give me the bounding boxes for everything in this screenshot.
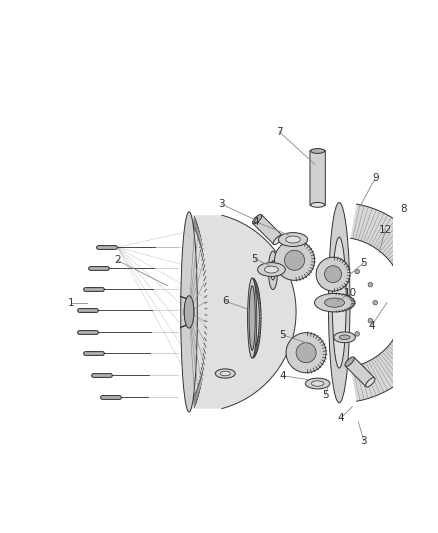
Ellipse shape [265, 266, 279, 273]
Text: 12: 12 [379, 224, 392, 235]
Ellipse shape [279, 232, 307, 246]
Ellipse shape [325, 265, 342, 282]
Ellipse shape [328, 203, 350, 403]
Ellipse shape [285, 251, 304, 270]
Ellipse shape [373, 301, 378, 305]
Ellipse shape [286, 236, 300, 243]
Ellipse shape [311, 203, 325, 207]
Ellipse shape [215, 369, 235, 378]
Ellipse shape [355, 332, 360, 336]
Ellipse shape [184, 296, 194, 328]
Ellipse shape [249, 286, 255, 350]
Ellipse shape [368, 318, 373, 323]
Ellipse shape [314, 294, 355, 312]
Ellipse shape [247, 278, 257, 358]
Text: 5: 5 [322, 390, 328, 400]
Polygon shape [190, 212, 296, 412]
Ellipse shape [419, 254, 429, 351]
Ellipse shape [258, 263, 285, 277]
Ellipse shape [316, 257, 350, 291]
Text: 2: 2 [114, 255, 121, 265]
Ellipse shape [355, 269, 360, 274]
Text: 4: 4 [337, 413, 344, 423]
Text: 3: 3 [360, 436, 367, 446]
Text: 4: 4 [368, 321, 375, 331]
Text: 8: 8 [401, 204, 407, 214]
Ellipse shape [268, 251, 278, 289]
Ellipse shape [220, 371, 230, 376]
Ellipse shape [296, 343, 316, 363]
Ellipse shape [311, 149, 325, 154]
Text: 3: 3 [218, 199, 225, 209]
Ellipse shape [435, 289, 438, 317]
Polygon shape [350, 204, 438, 401]
Ellipse shape [311, 381, 324, 386]
Ellipse shape [431, 281, 438, 324]
Ellipse shape [429, 214, 438, 391]
Ellipse shape [366, 377, 375, 387]
Ellipse shape [345, 357, 354, 366]
Ellipse shape [334, 332, 355, 343]
Text: 7: 7 [276, 127, 283, 137]
Text: 10: 10 [343, 288, 357, 298]
Text: 5: 5 [360, 257, 367, 268]
Ellipse shape [275, 240, 314, 280]
Ellipse shape [415, 228, 432, 378]
Text: 6: 6 [222, 296, 229, 306]
FancyBboxPatch shape [310, 150, 325, 206]
Text: 5: 5 [280, 330, 286, 340]
Ellipse shape [184, 298, 194, 326]
Ellipse shape [181, 212, 198, 412]
Polygon shape [253, 215, 283, 244]
Polygon shape [345, 357, 374, 386]
Ellipse shape [253, 214, 262, 224]
Ellipse shape [305, 378, 330, 389]
Ellipse shape [368, 282, 373, 287]
Text: 1: 1 [68, 297, 74, 308]
Text: 4: 4 [253, 217, 259, 227]
Text: 5: 5 [251, 254, 258, 264]
Ellipse shape [271, 261, 276, 280]
Ellipse shape [339, 335, 350, 340]
Ellipse shape [332, 237, 346, 368]
Ellipse shape [273, 235, 283, 245]
Ellipse shape [286, 333, 326, 373]
Text: 4: 4 [280, 371, 286, 381]
Ellipse shape [325, 298, 345, 308]
Text: 9: 9 [372, 173, 379, 183]
